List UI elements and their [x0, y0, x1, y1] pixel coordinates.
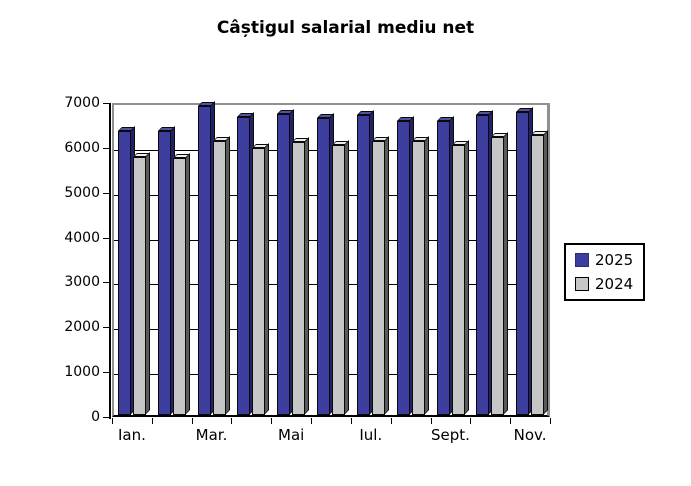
y-tick-mark: [103, 282, 110, 284]
x-tick-mark: [351, 418, 352, 424]
bar-front-face: [516, 112, 530, 415]
y-tick-label: 5000: [64, 184, 100, 201]
x-tick-label: Mai: [278, 426, 305, 444]
bar-2025-Aug.: [396, 116, 414, 415]
x-tick-mark: [152, 418, 153, 424]
legend-swatch-2025-icon: [575, 253, 589, 267]
bar-front-face: [292, 142, 306, 415]
x-tick-mark: [311, 418, 312, 424]
y-tick-label: 2000: [64, 319, 100, 336]
y-tick-mark: [103, 372, 110, 374]
y-tick-mark: [103, 192, 110, 194]
bar-2024-Mai: [292, 137, 310, 415]
x-tick-label: Sept.: [430, 426, 470, 444]
bar-front-face: [197, 106, 211, 415]
legend-item-2024: 2024: [575, 276, 633, 292]
bar-2025-Mar.: [197, 101, 215, 415]
y-tick-mark: [103, 237, 110, 239]
bar-2024-Iul.: [371, 136, 389, 415]
bar-front-face: [491, 137, 505, 415]
bar-front-face: [436, 121, 450, 415]
bar-2024-Oct.: [491, 132, 509, 415]
x-tick-label: Mar.: [195, 426, 228, 444]
bar-2024-Sept.: [451, 140, 469, 415]
y-tick-mark: [103, 147, 110, 149]
bar-front-face: [317, 118, 331, 415]
bar-front-face: [451, 145, 465, 415]
bar-2025-Iul.: [356, 110, 374, 415]
x-tick-label: Iul.: [359, 426, 383, 444]
x-tick-mark: [271, 418, 272, 424]
x-tick-mark: [391, 418, 392, 424]
bar-front-face: [277, 114, 291, 415]
y-tick-mark: [103, 417, 110, 418]
legend-item-2025: 2025: [575, 252, 633, 268]
bar-front-face: [396, 121, 410, 415]
bar-2025-Sept.: [436, 116, 454, 415]
bar-front-face: [332, 145, 346, 415]
bar-2025-Mai: [277, 109, 295, 415]
x-tick-mark: [470, 418, 471, 424]
legend-label-2025: 2025: [595, 251, 634, 269]
bar-2024-Ian.: [133, 152, 150, 415]
chart-title: Câștigul salarial mediu net: [216, 18, 475, 38]
x-tick-mark: [431, 418, 432, 424]
legend: 2025 2024: [564, 243, 646, 301]
y-tick-label: 1000: [64, 364, 100, 381]
bar-front-face: [212, 141, 226, 415]
y-tick-label: 6000: [64, 139, 100, 156]
legend-label-2024: 2024: [595, 275, 634, 293]
bar-front-face: [476, 115, 490, 415]
bar-front-face: [237, 117, 251, 415]
y-tick-mark: [103, 103, 110, 104]
bar-front-face: [356, 115, 370, 415]
bar-front-face: [172, 158, 186, 415]
bar-2025-Apr.: [237, 112, 255, 415]
bar-2025-Oct.: [476, 110, 494, 415]
bar-2024-Aug.: [411, 136, 429, 415]
bar-2024-Apr.: [252, 143, 270, 415]
bar-2025-Feb.: [157, 126, 175, 415]
x-tick-mark: [510, 418, 511, 424]
bar-front-face: [157, 131, 171, 415]
y-tick-label: 7000: [64, 95, 100, 111]
x-tick-label: Nov.: [513, 426, 547, 444]
y-tick-label: 4000: [64, 229, 100, 246]
y-axis-line: [109, 103, 111, 419]
y-tick-label: 0: [91, 409, 100, 425]
x-tick-mark: [192, 418, 193, 424]
bar-2024-Mar.: [212, 136, 230, 415]
legend-swatch-2024-icon: [575, 277, 589, 291]
x-tick-mark: [112, 418, 113, 424]
bar-2025-Ian.: [118, 126, 135, 415]
bar-front-face: [531, 135, 545, 415]
x-tick-mark: [550, 418, 551, 424]
y-tick-label: 3000: [64, 274, 100, 291]
bar-front-face: [371, 141, 385, 415]
y-tick-mark: [103, 327, 110, 329]
bar-2024-Feb.: [172, 153, 190, 415]
bar-front-face: [411, 141, 425, 415]
bar-2025-Iun.: [317, 113, 335, 415]
plot-area: [112, 101, 550, 417]
bar-front-face: [118, 131, 131, 415]
bar-2024-Iun.: [332, 140, 350, 415]
x-tick-label: Ian.: [117, 426, 146, 444]
x-tick-mark: [231, 418, 232, 424]
bar-2024-Nov.: [531, 130, 549, 415]
bar-front-face: [133, 157, 146, 415]
bar-front-face: [252, 148, 266, 415]
bar-2025-Nov.: [516, 107, 534, 415]
